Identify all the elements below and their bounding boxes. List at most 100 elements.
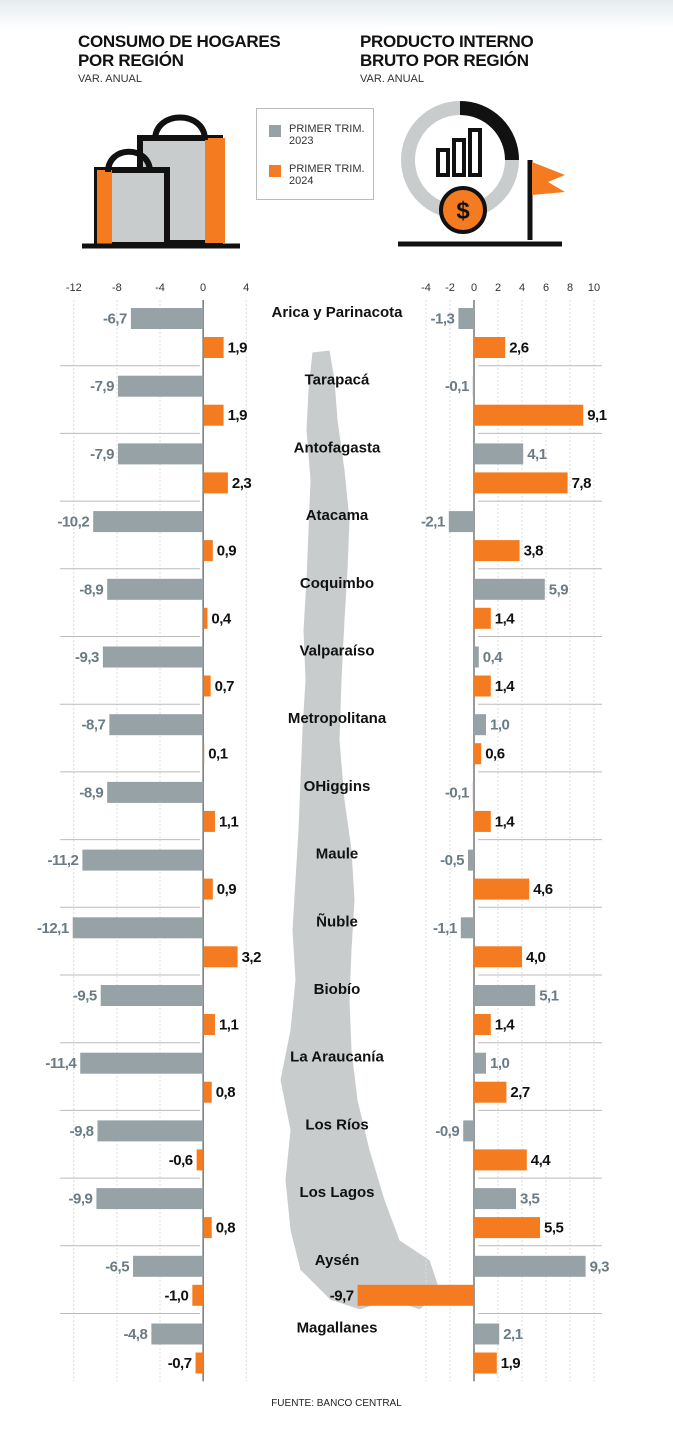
region-label: Arica y Parinacota bbox=[272, 304, 404, 321]
value-label: -0,1 bbox=[445, 784, 469, 801]
value-label: -2,1 bbox=[421, 514, 445, 531]
left-subtitle: VAR. ANUAL bbox=[78, 73, 142, 85]
value-label: 0,7 bbox=[215, 678, 235, 695]
x-tick-label: -4 bbox=[421, 282, 431, 294]
region-label: Aysén bbox=[315, 1252, 359, 1269]
region-label: Atacama bbox=[306, 507, 369, 524]
bar bbox=[474, 675, 491, 697]
bar bbox=[203, 1014, 215, 1035]
region-label: Los Lagos bbox=[299, 1184, 374, 1201]
x-tick-label: 0 bbox=[200, 282, 206, 294]
left-title: CONSUMO DE HOGARES POR REGIÓN bbox=[78, 32, 281, 70]
x-tick-label: -2 bbox=[445, 282, 455, 294]
value-label: -1,0 bbox=[164, 1287, 188, 1304]
value-label: 1,0 bbox=[490, 1055, 510, 1072]
bar bbox=[107, 781, 204, 803]
value-label: 3,2 bbox=[242, 949, 262, 966]
value-label: -9,3 bbox=[75, 649, 99, 666]
region-label: Ñuble bbox=[316, 912, 358, 930]
bar bbox=[474, 646, 479, 668]
value-label: 2,6 bbox=[509, 339, 529, 356]
bar bbox=[151, 1323, 204, 1345]
value-label: -8,9 bbox=[79, 784, 103, 801]
bar bbox=[474, 878, 530, 900]
x-tick-label: 8 bbox=[567, 282, 573, 294]
bar bbox=[474, 1217, 540, 1239]
legend-item: PRIMER TRIM. 2023 bbox=[269, 123, 369, 147]
bar bbox=[474, 743, 482, 765]
value-label: 0,8 bbox=[216, 1220, 236, 1237]
value-label: 0,8 bbox=[216, 1084, 236, 1101]
left-header: CONSUMO DE HOGARES POR REGIÓN VAR. ANUAL bbox=[78, 32, 308, 85]
bar bbox=[82, 849, 204, 871]
x-tick-label: 2 bbox=[495, 282, 501, 294]
value-label: -7,9 bbox=[90, 446, 114, 463]
bar bbox=[133, 1255, 204, 1277]
value-label: 0,4 bbox=[211, 610, 232, 627]
region-label: Valparaíso bbox=[299, 642, 374, 659]
bar bbox=[474, 1188, 516, 1210]
bar bbox=[130, 308, 204, 329]
value-label: -7,9 bbox=[90, 378, 114, 395]
bar bbox=[474, 1052, 486, 1074]
value-label: 0,4 bbox=[483, 649, 504, 666]
region-label: Maule bbox=[316, 846, 359, 863]
x-tick-label: 0 bbox=[471, 282, 477, 294]
x-tick-label: 6 bbox=[543, 282, 549, 294]
value-label: 1,1 bbox=[219, 1016, 239, 1033]
value-label: 0,1 bbox=[208, 746, 228, 763]
value-label: 9,3 bbox=[590, 1258, 610, 1275]
legend: PRIMER TRIM. 2023 PRIMER TRIM. 2024 bbox=[256, 108, 374, 200]
bar bbox=[474, 443, 524, 465]
value-label: -11,2 bbox=[48, 852, 79, 869]
x-tick-label: 10 bbox=[588, 282, 600, 294]
legend-swatch bbox=[269, 125, 281, 137]
bar bbox=[468, 849, 474, 871]
bar bbox=[460, 917, 474, 939]
value-label: -11,4 bbox=[45, 1055, 77, 1072]
x-tick-label: -12 bbox=[66, 282, 82, 294]
value-label: 9,1 bbox=[587, 407, 607, 424]
legend-swatch bbox=[269, 165, 281, 177]
value-label: -6,5 bbox=[105, 1258, 129, 1275]
bar bbox=[474, 337, 506, 358]
bar bbox=[474, 1255, 586, 1277]
value-label: -8,7 bbox=[81, 717, 105, 734]
bar bbox=[474, 607, 491, 629]
bar bbox=[474, 714, 486, 736]
region-label: Magallanes bbox=[297, 1319, 378, 1336]
bar bbox=[203, 404, 224, 426]
bar bbox=[195, 1352, 204, 1374]
bar bbox=[474, 404, 584, 426]
value-label: 2,7 bbox=[510, 1084, 530, 1101]
legend-item: PRIMER TRIM. 2024 bbox=[269, 163, 369, 187]
value-label: 1,9 bbox=[501, 1355, 521, 1372]
x-tick-label: 4 bbox=[519, 282, 525, 294]
region-label: Metropolitana bbox=[288, 710, 387, 727]
x-tick-label: -4 bbox=[155, 282, 165, 294]
value-label: 0,9 bbox=[217, 543, 237, 560]
value-label: 1,9 bbox=[228, 407, 248, 424]
bar bbox=[474, 1081, 507, 1103]
value-label: -4,8 bbox=[124, 1326, 148, 1343]
value-label: -0,7 bbox=[168, 1355, 192, 1372]
value-label: 5,5 bbox=[544, 1220, 564, 1237]
bar bbox=[203, 607, 208, 629]
bar bbox=[203, 1081, 212, 1103]
value-label: 1,4 bbox=[495, 1016, 516, 1033]
value-label: 5,1 bbox=[539, 987, 559, 1004]
value-label: 1,4 bbox=[495, 813, 516, 830]
bar bbox=[357, 1284, 474, 1306]
region-label: Los Ríos bbox=[305, 1116, 368, 1133]
bar bbox=[448, 511, 474, 533]
bar bbox=[472, 375, 474, 397]
region-label: Antofagasta bbox=[294, 439, 381, 456]
bar bbox=[474, 946, 522, 968]
bar bbox=[463, 1120, 474, 1142]
value-label: -0,1 bbox=[445, 378, 469, 395]
right-header: PRODUCTO INTERNO BRUTO POR REGIÓN VAR. A… bbox=[360, 32, 590, 85]
top-band bbox=[0, 0, 673, 30]
bags-icon bbox=[82, 114, 240, 249]
